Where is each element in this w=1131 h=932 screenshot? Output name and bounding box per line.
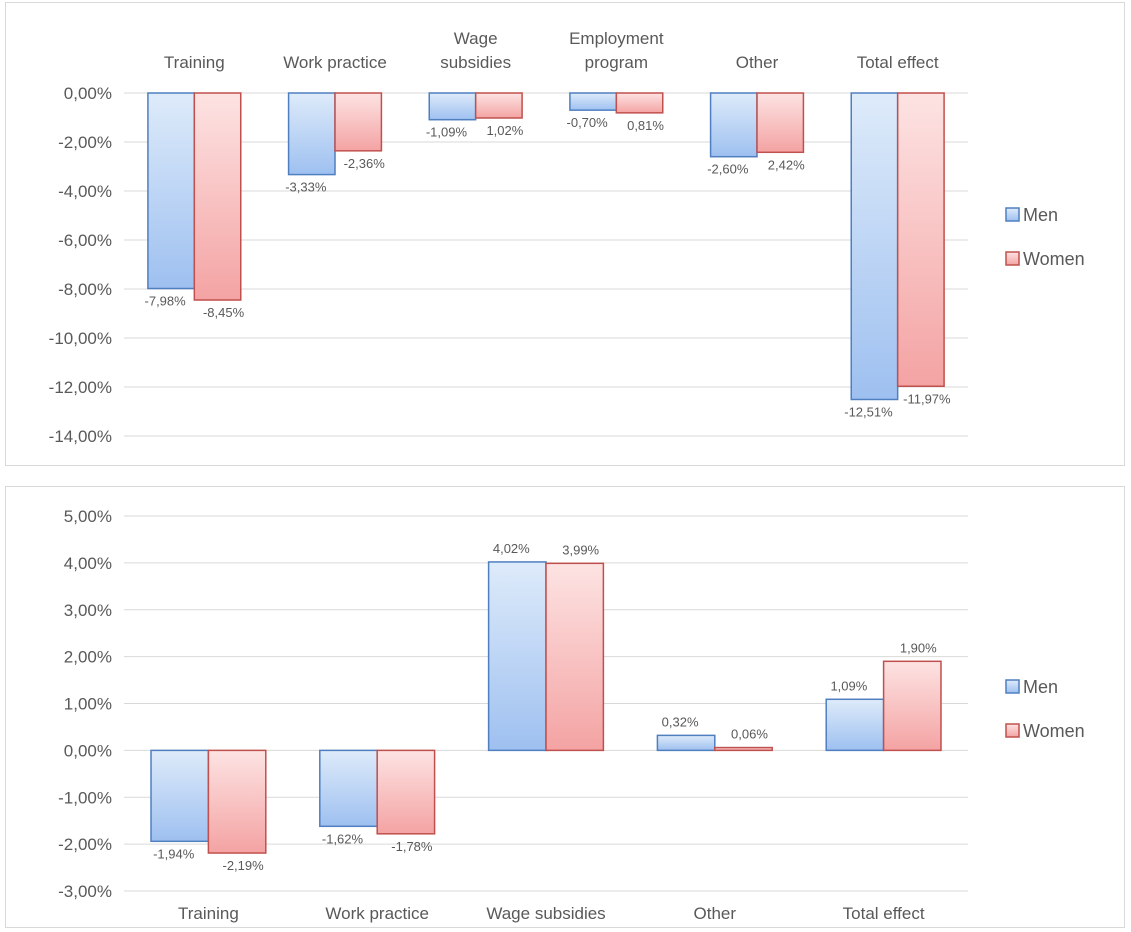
y-tick-label: 5,00% xyxy=(64,507,112,526)
bar-men xyxy=(709,92,758,158)
bar-women xyxy=(615,92,664,114)
data-label: 0,81% xyxy=(627,118,664,133)
data-label: -12,51% xyxy=(844,404,893,419)
data-label: -0,70% xyxy=(567,115,609,130)
bar-women xyxy=(882,660,942,752)
data-label: 1,09% xyxy=(830,678,867,693)
legend-swatch-men xyxy=(1005,207,1020,222)
category-label: Wage xyxy=(454,29,498,48)
y-tick-label: -2,00% xyxy=(58,133,112,152)
data-label: -7,98% xyxy=(145,294,187,309)
bar-men xyxy=(150,749,210,843)
data-label: 1,90% xyxy=(900,640,937,655)
bar-men xyxy=(850,92,899,401)
y-tick-label: -8,00% xyxy=(58,280,112,299)
legend-swatch-women xyxy=(1005,723,1020,738)
y-tick-label: -2,00% xyxy=(58,835,112,854)
bar-women xyxy=(376,749,436,835)
legend-label-women: Women xyxy=(1023,249,1085,269)
y-tick-label: -3,00% xyxy=(58,882,112,901)
y-tick-label: -14,00% xyxy=(49,427,112,446)
data-label: -2,60% xyxy=(707,162,749,177)
bar-men xyxy=(287,92,336,176)
data-label: -2,36% xyxy=(344,156,386,171)
data-label: 2,42% xyxy=(768,157,805,172)
category-label: Work practice xyxy=(283,53,387,72)
data-label: -8,45% xyxy=(203,305,245,320)
y-tick-label: 3,00% xyxy=(64,601,112,620)
chart-panel-top: 0,00% -2,00% -4,00% -6,00% -8,00% -10,00% -12,… xyxy=(5,2,1125,466)
y-tick-label: 1,00% xyxy=(64,695,112,714)
bar-women xyxy=(896,92,945,388)
legend-label-men: Men xyxy=(1023,205,1058,225)
data-label: -1,09% xyxy=(426,125,468,140)
category-label: Other xyxy=(694,904,737,923)
legend-swatch-women xyxy=(1005,251,1020,266)
category-label: program xyxy=(585,53,648,72)
y-tick-label: -10,00% xyxy=(49,329,112,348)
bar-men xyxy=(825,698,885,752)
category-label: Total effect xyxy=(857,53,939,72)
y-tick-label: -6,00% xyxy=(58,231,112,250)
chart-top: 0,00% -2,00% -4,00% -6,00% -8,00% -10,00% -12,… xyxy=(49,29,1085,446)
bar-men xyxy=(147,92,196,290)
data-label: -2,19% xyxy=(222,858,264,873)
category-label: Other xyxy=(736,53,779,72)
category-label: Employment xyxy=(569,29,664,48)
bar-men xyxy=(487,561,547,752)
bar-women xyxy=(474,92,523,119)
data-label: 0,32% xyxy=(662,714,699,729)
bar-women xyxy=(334,92,383,152)
bar-men xyxy=(428,92,477,121)
bar-women xyxy=(714,746,773,752)
y-tick-label: -4,00% xyxy=(58,182,112,201)
y-tick-label: 4,00% xyxy=(64,554,112,573)
bar-women xyxy=(207,749,267,854)
y-tick-label: 0,00% xyxy=(64,84,112,103)
chart-panel-bottom: 5,00% 4,00% 3,00% 2,00% 1,00% 0,00% -1,00% -2,0… xyxy=(5,486,1125,928)
data-label: -1,78% xyxy=(391,839,433,854)
category-label: Total effect xyxy=(843,904,925,923)
data-label: 4,02% xyxy=(493,541,530,556)
category-label: Work practice xyxy=(325,904,429,923)
y-tick-label: 0,00% xyxy=(64,741,112,760)
y-tick-label: -1,00% xyxy=(58,788,112,807)
legend-label-men: Men xyxy=(1023,677,1058,697)
category-label: Training xyxy=(164,53,225,72)
data-label: 3,99% xyxy=(562,542,599,557)
data-label: 0,06% xyxy=(731,727,768,742)
bar-women xyxy=(545,562,605,752)
y-tick-label: 2,00% xyxy=(64,648,112,667)
data-label: -1,62% xyxy=(322,831,364,846)
category-label: Wage subsidies xyxy=(486,904,605,923)
data-label: 1,02% xyxy=(486,123,523,138)
bar-men xyxy=(319,749,378,828)
bar-women xyxy=(756,92,805,154)
data-label: -11,97% xyxy=(903,391,951,406)
bar-men xyxy=(656,734,716,752)
data-label: -1,94% xyxy=(153,846,195,861)
category-label: subsidies xyxy=(440,53,511,72)
legend-swatch-men xyxy=(1005,679,1020,694)
legend-label-women: Women xyxy=(1023,721,1085,741)
category-label: Training xyxy=(178,904,239,923)
data-label: -3,33% xyxy=(285,180,327,195)
chart-bottom: 5,00% 4,00% 3,00% 2,00% 1,00% 0,00% -1,00% -2,0… xyxy=(58,507,1085,923)
bar-men xyxy=(569,92,618,111)
y-tick-label: -12,00% xyxy=(49,378,112,397)
bar-women xyxy=(193,92,242,301)
